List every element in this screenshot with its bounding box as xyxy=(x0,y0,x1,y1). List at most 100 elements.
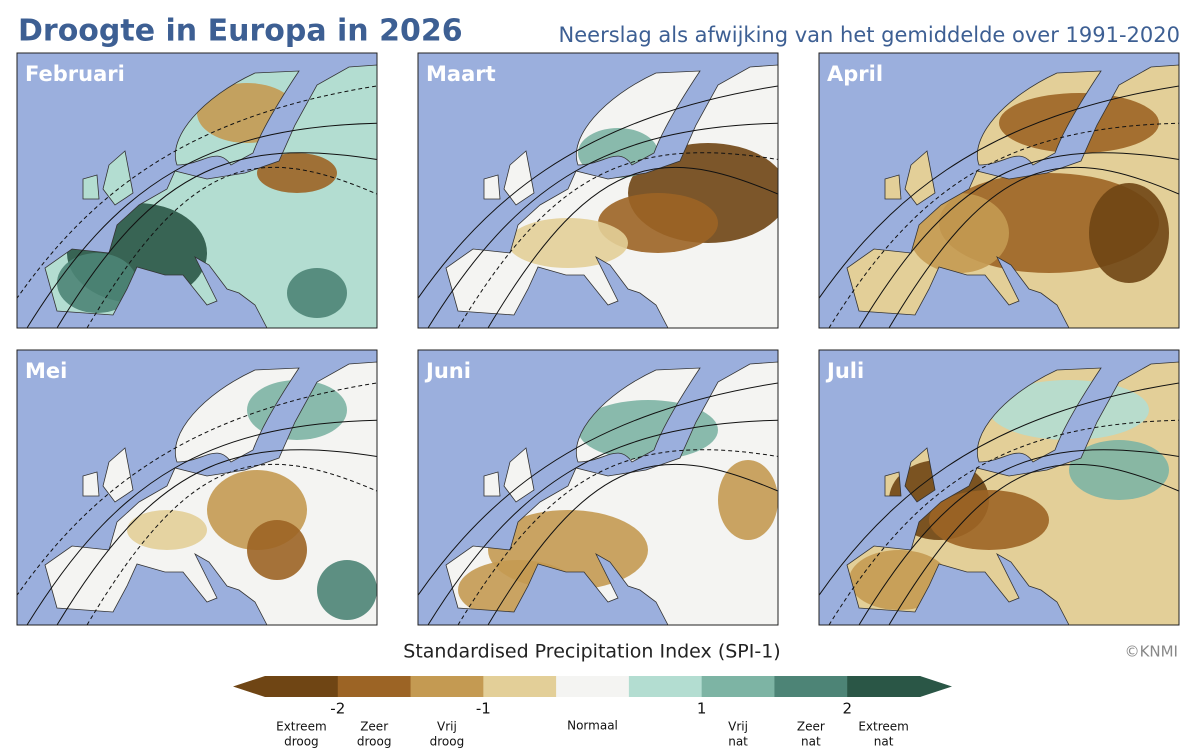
coastline xyxy=(82,471,100,497)
coastline xyxy=(445,64,778,328)
colorbar-segment xyxy=(774,676,848,697)
coastline xyxy=(576,367,701,463)
class-label: Zeer xyxy=(797,720,825,734)
panel-label: Maart xyxy=(426,62,496,86)
class-label: Extreem xyxy=(858,720,909,734)
spi-area xyxy=(57,253,137,313)
colorbar-extend-low xyxy=(233,676,265,697)
class-label: droog xyxy=(284,735,319,749)
class-label: Vrij xyxy=(728,720,748,734)
contour xyxy=(56,449,377,625)
panel-frame xyxy=(417,52,779,329)
map-content xyxy=(819,350,1179,625)
spi-area xyxy=(598,193,718,253)
contour xyxy=(487,166,778,328)
map-content xyxy=(418,53,778,328)
colorbar-segment xyxy=(483,676,557,697)
contour xyxy=(418,382,778,597)
spi-area xyxy=(287,268,347,318)
panel-frame xyxy=(16,349,378,626)
contour xyxy=(418,85,778,300)
contour xyxy=(427,419,778,625)
coastline xyxy=(102,150,134,206)
map-panel: April xyxy=(818,52,1180,329)
contour xyxy=(819,85,1179,300)
subtitle: Neerslag als afwijking van het gemiddeld… xyxy=(559,23,1180,47)
class-label: droog xyxy=(357,735,392,749)
colorbar-title: Standardised Precipitation Index (SPI-1) xyxy=(403,641,780,663)
contour xyxy=(26,122,377,328)
colorbar-extend-high xyxy=(920,676,952,697)
map-content xyxy=(17,350,377,625)
land xyxy=(83,175,99,199)
colorbar-tick-label: 2 xyxy=(842,700,852,718)
map-panel: Juni xyxy=(417,349,779,626)
class-label: nat xyxy=(728,735,748,749)
coastline xyxy=(503,447,535,503)
contour xyxy=(819,382,1179,597)
colorbar-tick-label: -1 xyxy=(476,700,491,718)
coastline xyxy=(977,367,1102,463)
panel-label: April xyxy=(827,62,883,86)
spi-areas xyxy=(127,380,377,620)
spi-area xyxy=(257,153,337,193)
land xyxy=(103,151,133,205)
contour xyxy=(457,152,778,328)
spi-area xyxy=(247,520,307,580)
spi-area xyxy=(929,490,1049,550)
land xyxy=(885,175,901,199)
contour xyxy=(828,419,1179,625)
class-label: Vrij xyxy=(437,720,457,734)
coastline xyxy=(884,174,902,200)
land xyxy=(484,175,500,199)
map-panel: Februari xyxy=(16,52,378,329)
colorbar-segment xyxy=(265,676,339,697)
class-label: Normaal xyxy=(567,719,618,733)
coastline xyxy=(576,70,701,166)
credit: ©KNMI xyxy=(1125,643,1178,661)
class-label: Extreem xyxy=(276,720,327,734)
contour xyxy=(487,463,778,625)
coastline xyxy=(102,447,134,503)
land xyxy=(103,448,133,502)
contour xyxy=(17,382,377,597)
contour xyxy=(56,152,377,328)
contour xyxy=(427,122,778,328)
colorbar-segment xyxy=(410,676,484,697)
spi-area xyxy=(1089,183,1169,283)
map-panel: Juli xyxy=(818,349,1180,626)
contour xyxy=(858,152,1179,328)
contour xyxy=(888,463,1179,625)
colorbar-tick-label: -2 xyxy=(330,700,345,718)
map-panel: Mei xyxy=(16,349,378,626)
coastline xyxy=(846,64,1179,328)
coastline xyxy=(175,70,300,166)
land xyxy=(504,151,534,205)
contour xyxy=(86,166,377,328)
contour xyxy=(858,449,1179,625)
panel-frame xyxy=(818,52,1180,329)
panel-frame xyxy=(417,349,779,626)
spi-area xyxy=(127,510,207,550)
contour xyxy=(888,166,1179,328)
contour xyxy=(828,122,1179,328)
panel-frame xyxy=(16,52,378,329)
class-label: nat xyxy=(801,735,821,749)
map-content xyxy=(819,53,1179,328)
colorbar-segment xyxy=(701,676,775,697)
coastline xyxy=(445,361,778,625)
spi-area xyxy=(718,460,778,540)
class-label: nat xyxy=(874,735,894,749)
contour xyxy=(457,449,778,625)
coastline xyxy=(846,361,1179,625)
spi-area xyxy=(909,193,1009,273)
land xyxy=(905,151,935,205)
panel-label: Februari xyxy=(25,62,125,86)
class-label: droog xyxy=(430,735,465,749)
contour xyxy=(26,419,377,625)
spi-areas xyxy=(909,93,1169,283)
coastline xyxy=(904,150,936,206)
class-label: Zeer xyxy=(360,720,388,734)
contour xyxy=(86,463,377,625)
